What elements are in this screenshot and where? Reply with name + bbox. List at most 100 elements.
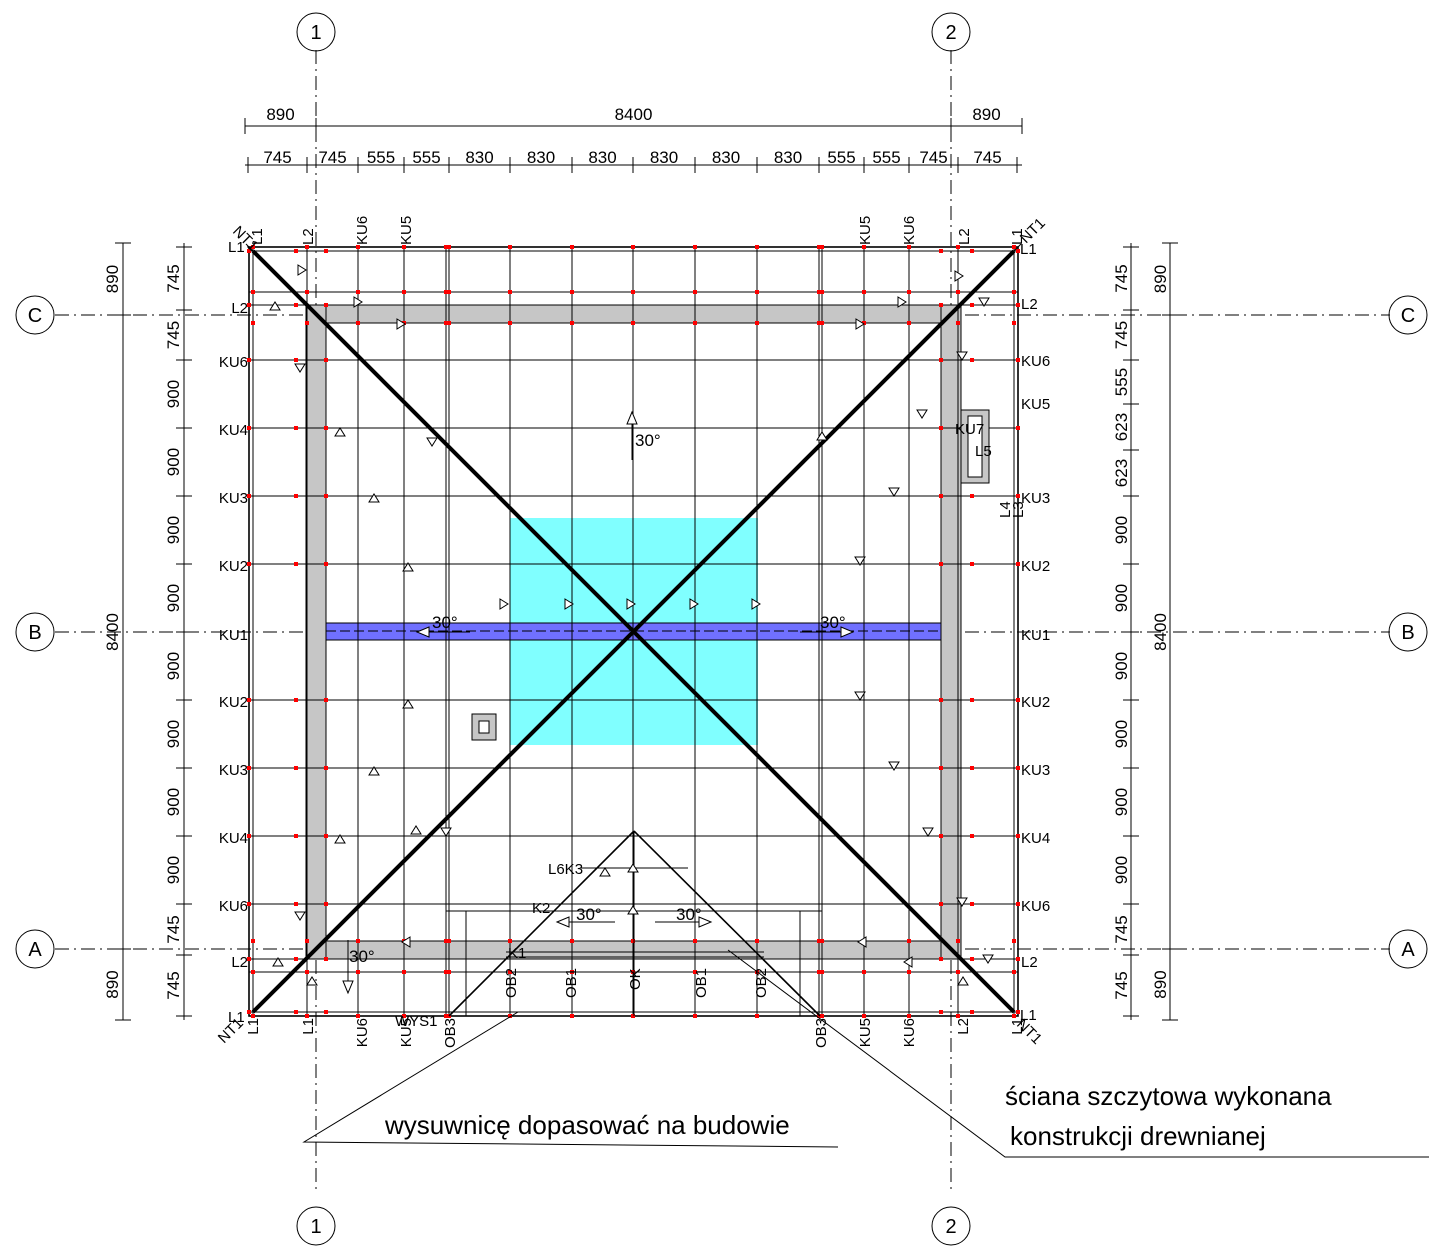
chimney-right: [960, 409, 990, 484]
label-bottom-KU6: KU6: [901, 1018, 918, 1047]
dim-right-detail: 745: [1112, 321, 1131, 349]
svg-text:A: A: [1401, 939, 1415, 961]
dim-left-detail: 900: [164, 448, 183, 476]
dim-right-overall: 890: [1151, 265, 1170, 293]
dim-top-detail: 555: [872, 148, 900, 167]
label-ob2-left: OB2: [503, 968, 520, 998]
svg-text:B: B: [28, 622, 41, 644]
angle-label-right: 30°: [820, 613, 846, 632]
dim-top-detail: 745: [973, 148, 1001, 167]
dim-top-detail: 745: [318, 148, 346, 167]
dim-top-overall: 890: [266, 105, 294, 124]
dim-left-overall: 8400: [103, 613, 122, 651]
svg-text:B: B: [1401, 622, 1414, 644]
note-dormer: wysuwnicę dopasować na budowie: [302, 1011, 839, 1148]
label-top-L2: L2: [300, 228, 317, 245]
label-top-KU6: KU6: [901, 216, 918, 245]
label-left-KU4: KU4: [219, 830, 248, 847]
label-ob1-right: OB1: [693, 968, 710, 998]
side-labels: L2 KU6 KU4 KU3 KU2 KU1 KU2 KU3 KU4 KU6 L2 L2 KU6 KU5 K…: [219, 296, 1050, 971]
angle-label-left: 30°: [432, 613, 458, 632]
label-ob1-left: OB1: [563, 968, 580, 998]
label-left-KU3: KU3: [219, 762, 248, 779]
label-right-KU3: KU3: [1021, 762, 1050, 779]
label-bottom-L2: L2: [955, 1018, 972, 1035]
svg-text:2: 2: [945, 22, 956, 44]
svg-text:1: 1: [310, 22, 321, 44]
note-text-2a: ściana szczytowa wykonana: [1005, 1081, 1332, 1111]
dim-right-detail: 900: [1112, 584, 1131, 612]
grid-bubble-a-right: A: [1388, 929, 1428, 969]
svg-text:1: 1: [310, 1216, 321, 1238]
label-top-L2: L2: [956, 228, 973, 245]
dim-top-detail: 745: [919, 148, 947, 167]
label-top-KU5: KU5: [857, 216, 874, 245]
label-left-KU1: KU1: [219, 627, 248, 644]
label-right-KU2: KU2: [1021, 558, 1050, 575]
dim-top-detail: 830: [465, 148, 493, 167]
label-right-KU2: KU2: [1021, 694, 1050, 711]
dim-top-detail: 555: [412, 148, 440, 167]
grid-bubble-1-bottom: 1: [296, 1206, 336, 1246]
dim-right-detail: 623: [1112, 459, 1131, 487]
grid-bubble-c-left: C: [15, 295, 55, 335]
dim-top-detail: 830: [712, 148, 740, 167]
grid-bubble-1-top: 1: [296, 12, 336, 52]
grid-bubble-a-left: A: [15, 929, 55, 969]
dim-top-detail: 745: [263, 148, 291, 167]
dimension-ticks: [115, 118, 1178, 1021]
label-top-KU6: KU6: [354, 216, 371, 245]
label-wys1: WYS1: [395, 1013, 438, 1030]
dim-left-detail: 900: [164, 380, 183, 408]
svg-text:C: C: [1401, 305, 1415, 327]
label-bottom-OB3: OB3: [442, 1018, 459, 1048]
dim-top-detail: 555: [827, 148, 855, 167]
label-ob2-right: OB2: [753, 968, 770, 998]
dim-left-detail: 745: [164, 321, 183, 349]
label-k2: K2: [532, 900, 550, 917]
label-bottom-KU5: KU5: [398, 1018, 415, 1047]
label-left-KU3: KU3: [219, 490, 248, 507]
label-bottom-L1: L1: [300, 1018, 317, 1035]
chimney-left: [471, 713, 497, 741]
label-ku7: KU7: [955, 421, 984, 438]
dim-left-detail: 900: [164, 652, 183, 680]
dim-left-detail: 745: [164, 971, 183, 999]
label-right-L2: L2: [1021, 954, 1038, 971]
label-right-KU6: KU6: [1021, 898, 1050, 915]
slope-arrows: [342, 410, 855, 995]
label-bottom-KU6: KU6: [354, 1018, 371, 1047]
dim-left-overall: 890: [103, 265, 122, 293]
corner-l1-bl: L1: [228, 1009, 245, 1026]
dim-right-overall: 890: [1151, 970, 1170, 998]
dim-left-detail: 900: [164, 584, 183, 612]
direction-markers: [269, 264, 994, 986]
corner-l1-tl: L1: [228, 239, 245, 256]
dim-top-detail: 830: [588, 148, 616, 167]
note-gable: ściana szczytowa wykonana konstrukcji dr…: [727, 949, 1429, 1158]
label-top-KU5: KU5: [398, 216, 415, 245]
label-left-KU2: KU2: [219, 558, 248, 575]
angle-label-dormer-left: 30°: [576, 905, 602, 924]
label-right-KU1: KU1: [1021, 627, 1050, 644]
dim-left-detail: 900: [164, 516, 183, 544]
note-text-2b: konstrukcji drewnianej: [1010, 1121, 1266, 1151]
dim-top-detail: 830: [650, 148, 678, 167]
angle-label-top: 30°: [635, 431, 661, 450]
dim-right-overall: 8400: [1151, 613, 1170, 651]
angle-label-bottom-left: 30°: [349, 947, 375, 966]
label-left-KU6: KU6: [219, 354, 248, 371]
dim-top-overall: 8400: [615, 105, 653, 124]
label-bottom-L1: L1: [245, 1018, 262, 1035]
label-l5: L5: [975, 443, 992, 460]
label-k1: K1: [508, 945, 526, 962]
dim-top-detail: 830: [774, 148, 802, 167]
dim-top-overall: 890: [972, 105, 1000, 124]
label-ok: OK: [627, 968, 644, 990]
svg-text:C: C: [28, 305, 42, 327]
corner-l1-br: L1: [1020, 1007, 1037, 1024]
hip-rafters: [245, 243, 1022, 1014]
dim-right-detail: 900: [1112, 788, 1131, 816]
label-right-KU6: KU6: [1021, 353, 1050, 370]
